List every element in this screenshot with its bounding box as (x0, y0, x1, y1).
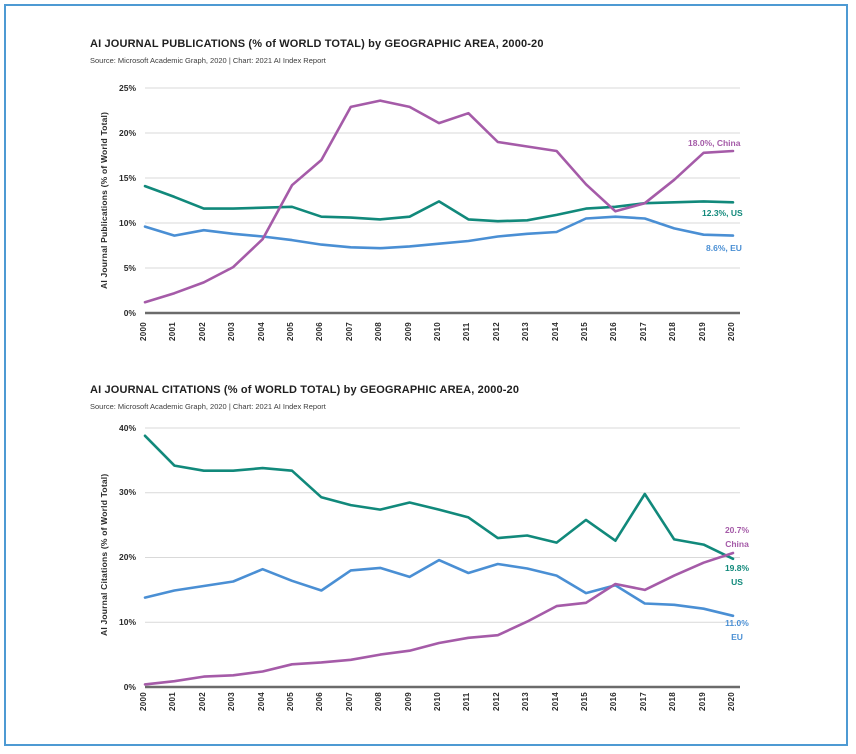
chart-title: AI JOURNAL PUBLICATIONS (% of WORLD TOTA… (90, 38, 544, 50)
x-tick-label: 2001 (168, 692, 178, 711)
x-tick-label: 2013 (521, 692, 531, 711)
y-tick-label: 20% (118, 552, 136, 562)
x-tick-label: 2009 (403, 692, 413, 711)
chart-source: Source: Microsoft Academic Graph, 2020 |… (90, 402, 326, 411)
x-tick-label: 2003 (227, 692, 237, 711)
x-tick-label: 2008 (374, 692, 384, 711)
series-line-us (143, 184, 735, 223)
end-label-china: 20.7% China (712, 524, 762, 551)
series-line-china (143, 551, 735, 686)
x-tick-label: 2018 (668, 692, 678, 711)
x-tick-label: 2010 (433, 692, 442, 711)
end-label-us: 19.8% US (712, 562, 762, 589)
end-label-line: 19.8% (724, 563, 750, 573)
y-tick-label: 40% (118, 422, 136, 433)
x-tick-label: 2015 (580, 692, 589, 711)
end-label-eu: 8.6%, EU (706, 242, 742, 256)
end-label-line: 20.7% (724, 525, 750, 535)
y-tick-label: 0% (123, 307, 136, 318)
y-tick-label: 20% (118, 127, 136, 138)
end-label-line: US (731, 576, 743, 587)
y-tick-label: 25% (118, 82, 136, 93)
end-label-us: 12.3%, US (702, 207, 743, 221)
end-label-line: 8.6%, EU (706, 243, 742, 253)
x-tick-label: 2006 (315, 692, 325, 711)
x-tick-label: 2016 (609, 692, 619, 711)
end-label-line: China (725, 538, 749, 549)
end-label-china: 18.0%, China (688, 137, 740, 151)
series-line-us (143, 434, 735, 561)
end-label-line: 11.0% (725, 618, 749, 628)
end-label-line: 12.3%, US (702, 208, 743, 218)
series-line-eu (143, 215, 735, 250)
x-tick-label: 2004 (256, 692, 266, 711)
y-tick-label: 30% (118, 487, 136, 498)
x-tick-label: 2012 (491, 692, 501, 711)
x-tick-label: 2011 (462, 692, 472, 711)
plot-area (143, 427, 740, 689)
x-tick-label: 2019 (697, 692, 707, 711)
series-line-china (143, 99, 735, 304)
x-tick-label: 2005 (286, 692, 295, 711)
x-tick-label: 2000 (139, 692, 148, 711)
end-label-eu: 11.0% EU (712, 617, 762, 644)
x-tick-label: 2014 (550, 692, 560, 711)
y-tick-label: 15% (118, 172, 136, 183)
x-tick-label: 2017 (638, 692, 648, 711)
x-tick-label: 2020 (727, 692, 736, 711)
y-tick-label: 5% (123, 262, 136, 273)
plot-area (143, 87, 740, 315)
chart-title: AI JOURNAL CITATIONS (% of WORLD TOTAL) … (90, 384, 520, 396)
x-tick-label: 2007 (344, 692, 354, 711)
chart-source: Source: Microsoft Academic Graph, 2020 |… (90, 56, 326, 65)
y-tick-label: 0% (123, 681, 136, 692)
end-label-line: 18.0%, China (688, 138, 741, 148)
x-tick-label: 2002 (197, 692, 207, 711)
y-tick-label: 10% (118, 616, 136, 627)
end-label-line: EU (731, 631, 743, 642)
series-line-eu (143, 558, 735, 618)
y-tick-label: 10% (118, 217, 136, 228)
